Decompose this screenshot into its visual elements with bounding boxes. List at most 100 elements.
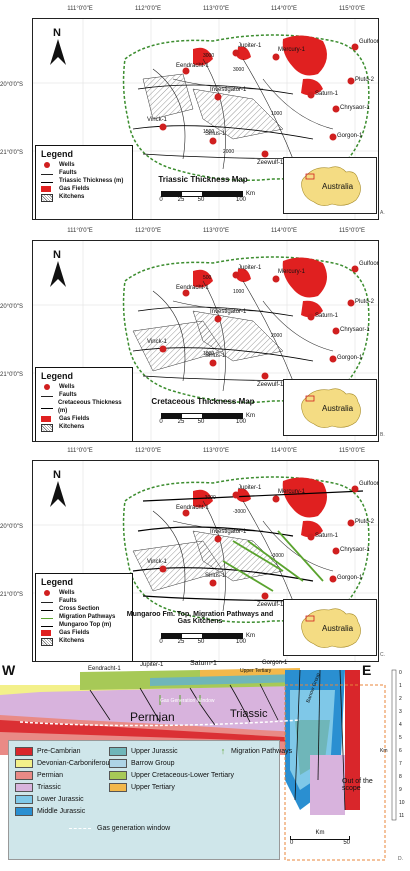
- well-label: Zeewulf-1: [257, 382, 284, 388]
- depth-unit: Km: [380, 748, 388, 754]
- well-label: Sirius-1: [205, 353, 226, 359]
- lon-tick: 112°0'0"E: [135, 6, 161, 12]
- lon-tick: 113°0'0"E: [203, 448, 229, 454]
- well-label: Vinck-1: [147, 559, 167, 565]
- legend-row: Kitchens: [41, 637, 127, 646]
- fault-line: [152, 510, 186, 602]
- legend-row: Wells: [41, 589, 127, 597]
- lat-tick: 20°0'0"S: [0, 304, 24, 310]
- depth-tick: 7: [399, 761, 402, 767]
- cross-section-line: [142, 490, 364, 502]
- legend-swatch: [15, 795, 33, 804]
- scale-tick: 50: [197, 639, 205, 645]
- well-marker: [272, 275, 280, 283]
- contour-line: [137, 306, 294, 317]
- legend-label: Kitchens: [59, 194, 85, 200]
- section-legend-item: ↑ Migration Pathways: [219, 746, 292, 756]
- well-label: Eendracht-1: [176, 63, 209, 69]
- gas-field: [282, 257, 327, 298]
- section-legend-item: Permian: [15, 771, 63, 780]
- scale-tick: 25: [177, 639, 185, 645]
- scale-unit: Km: [246, 191, 255, 197]
- well-marker: [307, 313, 315, 321]
- gas-field: [193, 269, 213, 288]
- legend-row: Kitchens: [41, 193, 127, 202]
- basin-outline: [122, 34, 370, 181]
- map-legend: Legend Wells Faults Cross Section Migration …: [35, 573, 133, 661]
- legend-swatch: [15, 771, 33, 780]
- contour-label: 1000: [233, 289, 245, 295]
- section-legend-item: Upper Cretaceous-Lower Tertiary: [109, 771, 234, 780]
- well-marker: [209, 359, 217, 367]
- migration-arrow-icon: ↑: [220, 746, 226, 756]
- well-label: Gorgon-1: [337, 575, 363, 581]
- scale-tick: 100: [235, 197, 247, 203]
- map-frame: Mercury-1 Jupiter-1 Eendracht-1 Saturn-1 Plu…: [32, 18, 379, 220]
- fault-line: [242, 500, 294, 602]
- section-upper-jurassic: [150, 674, 300, 686]
- well-label: Investigator-1: [210, 309, 247, 315]
- legend-symbol-icon: [41, 637, 55, 646]
- contour-line: [137, 526, 294, 537]
- migration-pathway: [222, 560, 274, 592]
- well-label: Chrysaor-1: [340, 105, 370, 111]
- well-marker: [347, 299, 355, 307]
- legend-row: Migration Pathways: [41, 613, 127, 621]
- section-legend-label: Middle Jurassic: [37, 808, 86, 815]
- fault-line: [152, 68, 186, 160]
- section-legend-label: Lower Jurassic: [37, 796, 84, 803]
- well-label: Zeewulf-1: [257, 160, 284, 166]
- legend-swatch: [15, 759, 33, 768]
- legend-symbol-icon: [41, 170, 55, 177]
- well-marker: [332, 547, 340, 555]
- contour-label: -3000: [233, 509, 246, 515]
- well-marker: [351, 265, 359, 273]
- australia-icon: [301, 608, 361, 648]
- section-tertiary-label: Upper Tertiary: [240, 668, 272, 674]
- gas-window-swatch: [69, 828, 91, 829]
- well-label: Investigator-1: [210, 529, 247, 535]
- well-marker: [182, 67, 190, 75]
- depth-tick: 10: [399, 800, 405, 806]
- fault-line: [172, 78, 264, 90]
- depth-ruler: [391, 669, 397, 821]
- panel-a: 111°0'0"E 112°0'0"E 113°0'0"E 114°0'0"E 115°…: [0, 4, 410, 222]
- scale-bar: Km 0 25 50 100: [159, 413, 261, 427]
- scale-tick: 25: [177, 197, 185, 203]
- lon-tick: 114°0'0"E: [271, 228, 297, 234]
- well-marker: [329, 575, 337, 583]
- well-marker: [182, 509, 190, 517]
- legend-row: Faults: [41, 169, 127, 177]
- depth-tick: 11: [399, 813, 405, 819]
- section-legend-label: Upper Jurassic: [131, 748, 178, 755]
- section-legend-item: Middle Jurassic: [15, 807, 85, 816]
- scale-tick: 50: [197, 197, 205, 203]
- well-label: Chrysaor-1: [340, 547, 370, 553]
- inset-map: Australia: [283, 157, 377, 214]
- panel-letter: A.: [380, 210, 385, 216]
- section-well-3: Saturn-1: [190, 660, 217, 667]
- well-marker: [347, 519, 355, 527]
- legend-label: Kitchens: [59, 424, 85, 430]
- well-marker: [232, 49, 240, 57]
- gas-field: [282, 477, 327, 518]
- well-label: Chrysaor-1: [340, 327, 370, 333]
- well-marker: [261, 372, 269, 380]
- well-marker: [182, 289, 190, 297]
- scale-unit: Km: [246, 413, 255, 419]
- panel-letter: B.: [380, 432, 385, 438]
- well-marker: [329, 133, 337, 141]
- section-legend-item: Triassic: [15, 783, 61, 792]
- legend-title: Legend: [41, 371, 74, 381]
- legend-symbol-icon: [41, 423, 55, 432]
- legend-symbol-icon: [41, 383, 55, 391]
- inset-map: Australia: [283, 379, 377, 436]
- well-label: Pluto-2: [355, 519, 375, 525]
- well-label: Saturn-1: [315, 313, 339, 319]
- section-triassic-label: Triassic: [230, 708, 268, 720]
- legend-row: Triassic Thickness (m): [41, 177, 127, 185]
- well-marker: [261, 592, 269, 600]
- lat-tick: 20°0'0"S: [0, 82, 24, 88]
- well-marker: [214, 93, 222, 101]
- lat-tick: 21°0'0"S: [0, 150, 24, 156]
